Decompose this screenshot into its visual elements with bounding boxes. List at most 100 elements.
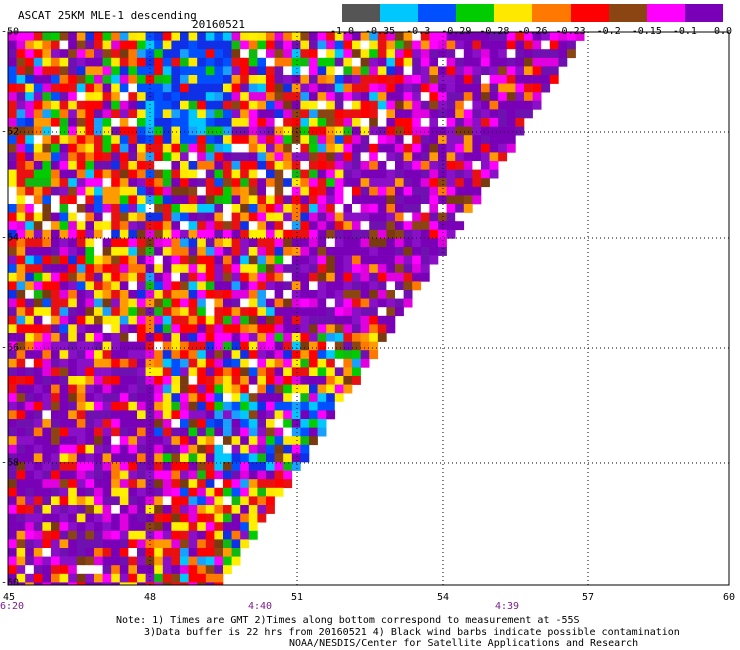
data-cell — [266, 143, 275, 153]
data-cell — [377, 212, 387, 222]
data-cell — [154, 40, 164, 50]
data-cell — [326, 333, 336, 342]
data-cell — [223, 264, 232, 274]
data-cell — [128, 419, 138, 428]
data-cell — [94, 505, 103, 514]
data-cell — [197, 229, 207, 239]
data-cell — [171, 556, 181, 566]
data-cell — [128, 453, 138, 463]
data-cell — [300, 152, 310, 162]
data-cell — [197, 530, 207, 540]
data-cell — [171, 479, 181, 489]
data-cell — [214, 548, 224, 557]
data-cell — [94, 539, 103, 549]
data-cell — [403, 32, 413, 41]
data-cell — [8, 255, 17, 265]
data-cell — [154, 169, 164, 179]
data-cell — [326, 358, 336, 368]
data-cell — [188, 32, 198, 41]
data-cell — [257, 281, 267, 291]
data-cell — [51, 264, 60, 274]
data-cell — [291, 238, 301, 248]
data-cell — [274, 264, 284, 274]
data-cell — [25, 186, 35, 196]
data-cell — [291, 40, 301, 50]
data-cell — [85, 453, 95, 463]
data-cell — [16, 221, 26, 231]
data-cell — [395, 32, 404, 41]
data-cell — [197, 57, 207, 67]
data-cell — [180, 324, 189, 334]
data-cell — [214, 32, 224, 41]
lon-label-60: 60 — [722, 592, 736, 603]
data-cell — [76, 212, 86, 222]
data-cell — [197, 393, 207, 403]
data-cell — [395, 152, 404, 162]
data-cell — [51, 247, 60, 256]
data-cell — [420, 83, 430, 93]
data-cell — [472, 186, 482, 196]
data-cell — [240, 221, 250, 231]
data-cell — [377, 83, 387, 93]
data-cell — [128, 126, 138, 136]
data-cell — [300, 100, 310, 110]
data-cell — [240, 298, 250, 308]
data-cell — [360, 307, 370, 317]
data-cell — [197, 453, 207, 463]
data-cell — [16, 573, 26, 583]
data-cell — [240, 161, 250, 170]
data-cell — [360, 75, 370, 84]
data-cell — [171, 341, 181, 351]
data-cell — [59, 135, 69, 145]
data-cell — [154, 513, 164, 523]
data-cell — [180, 350, 189, 360]
data-cell — [25, 109, 35, 119]
data-cell — [283, 247, 293, 256]
data-cell — [94, 290, 103, 299]
data-cell — [300, 75, 310, 84]
data-cell — [257, 238, 267, 248]
data-cell — [162, 272, 172, 282]
data-cell — [154, 453, 164, 463]
data-cell — [68, 186, 78, 196]
data-cell — [223, 470, 232, 480]
data-cell — [128, 462, 138, 471]
data-cell — [240, 470, 250, 480]
data-cell — [300, 49, 310, 59]
data-cell — [317, 238, 327, 248]
data-cell — [94, 264, 103, 274]
data-cell — [111, 556, 121, 566]
data-cell — [180, 204, 189, 213]
data-cell — [343, 264, 353, 274]
data-cell — [42, 66, 52, 76]
data-cell — [16, 66, 26, 76]
data-cell — [334, 143, 344, 153]
data-cell — [68, 376, 78, 385]
data-cell — [68, 367, 78, 377]
data-cell — [119, 66, 129, 76]
data-cell — [386, 118, 396, 127]
data-cell — [162, 307, 172, 317]
data-cell — [214, 221, 224, 231]
data-cell — [214, 539, 224, 549]
data-cell — [16, 367, 26, 377]
data-cell — [309, 57, 318, 67]
data-cell — [489, 40, 499, 50]
data-cell — [25, 384, 35, 394]
data-cell — [42, 161, 52, 170]
data-cell — [76, 40, 86, 50]
data-cell — [59, 40, 69, 50]
data-cell — [8, 221, 17, 231]
data-cell — [214, 126, 224, 136]
data-cell — [231, 92, 241, 102]
data-cell — [291, 272, 301, 282]
data-cell — [291, 298, 301, 308]
data-cell — [8, 410, 17, 420]
data-cell — [137, 66, 146, 76]
data-cell — [33, 83, 43, 93]
data-cell — [334, 100, 344, 110]
data-cell — [334, 152, 344, 162]
data-cell — [343, 57, 353, 67]
data-cell — [33, 376, 43, 385]
data-cell — [16, 513, 26, 523]
